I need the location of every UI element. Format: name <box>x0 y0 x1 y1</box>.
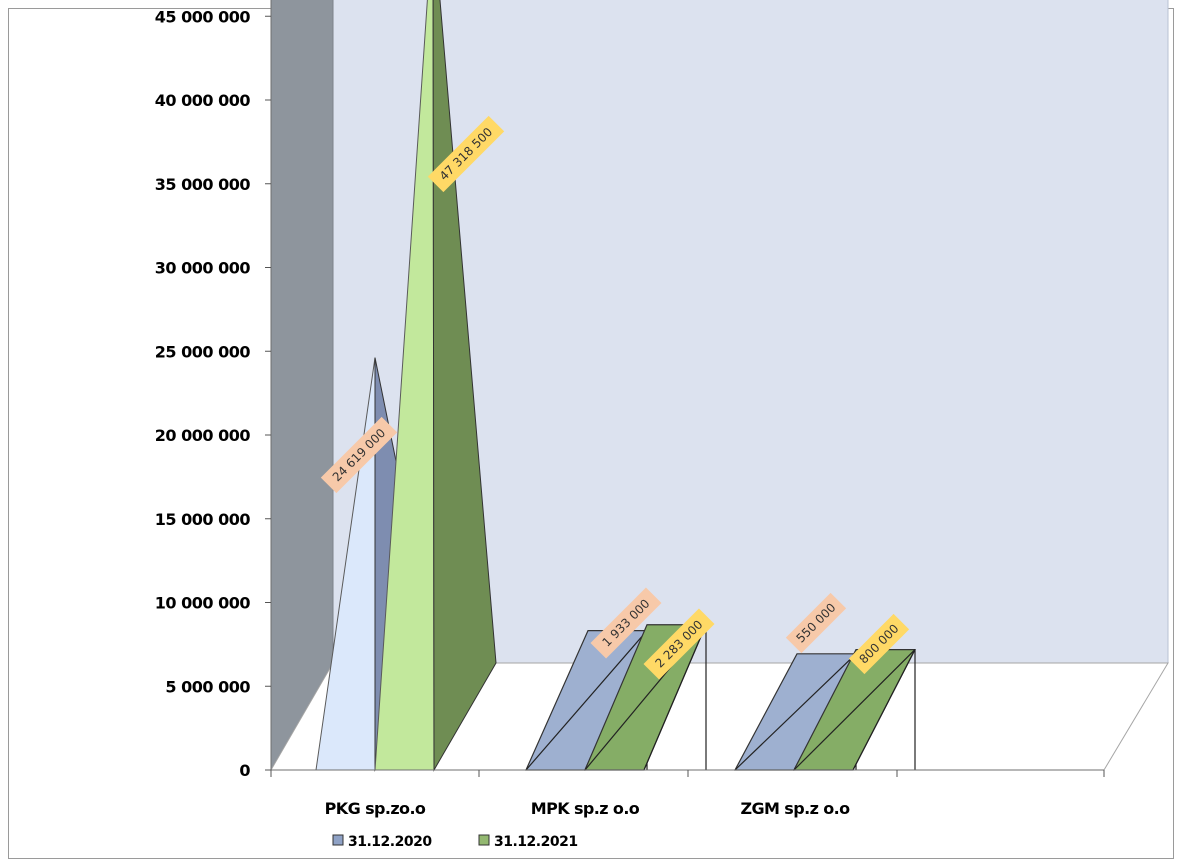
data-label-box <box>320 416 398 494</box>
y-axis: 0 5 000 000 10 000 000 15 000 000 20 000 000… <box>155 0 272 780</box>
pyramid-mpk-sp-z-o-o-31-12-2021-edge <box>643 624 707 771</box>
data-label-box <box>427 115 505 193</box>
legend-swatch-31-12-2020 <box>332 834 344 846</box>
data-label-box <box>590 587 662 659</box>
y-tick-label: 40 000 000 <box>155 91 251 110</box>
pyramid-zgm-sp-z-o-o-31-12-2020-diagonal <box>734 653 857 771</box>
y-tick-label: 0 <box>239 761 250 780</box>
legend: 31.12.2020 31.12.2021 <box>332 834 578 850</box>
y-tick-label: 35 000 000 <box>155 175 251 194</box>
legend-label-31-12-2021: 31.12.2021 <box>494 834 578 850</box>
y-tick-label: 30 000 000 <box>155 259 251 278</box>
legend-label-31-12-2020: 31.12.2020 <box>348 834 432 850</box>
y-tick-label: 15 000 000 <box>155 510 251 529</box>
y-tick-label: 25 000 000 <box>155 342 251 361</box>
data-label-box <box>643 608 715 680</box>
x-category-label: MPK sp.z o.o <box>531 799 640 818</box>
pyramid-zgm-sp-z-o-o-31-12-2021-diagonal <box>793 649 916 771</box>
x-axis: PKG sp.zo.o MPK sp.z o.o ZGM sp.z o.o <box>270 769 1105 818</box>
pyramid-pkg-sp-zo-o-31-12-2021-side <box>432 0 497 772</box>
chart-walls <box>270 0 1169 772</box>
pyramid-zgm-sp-z-o-o-31-12-2021-edge <box>852 649 916 771</box>
pyramid-mpk-sp-z-o-o-31-12-2020-diagonal <box>525 630 648 771</box>
y-tick-label: 5 000 000 <box>165 677 250 696</box>
side-wall <box>270 0 334 772</box>
y-tick-label: 10 000 000 <box>155 594 251 613</box>
x-category-label: ZGM sp.z o.o <box>740 799 850 818</box>
legend-swatch-31-12-2021 <box>478 834 490 846</box>
x-category-label: PKG sp.zo.o <box>325 799 426 818</box>
y-tick-label: 20 000 000 <box>155 426 251 445</box>
y-tick-label: 45 000 000 <box>155 7 251 26</box>
data-label-box <box>785 592 847 654</box>
data-label-box <box>848 613 910 675</box>
